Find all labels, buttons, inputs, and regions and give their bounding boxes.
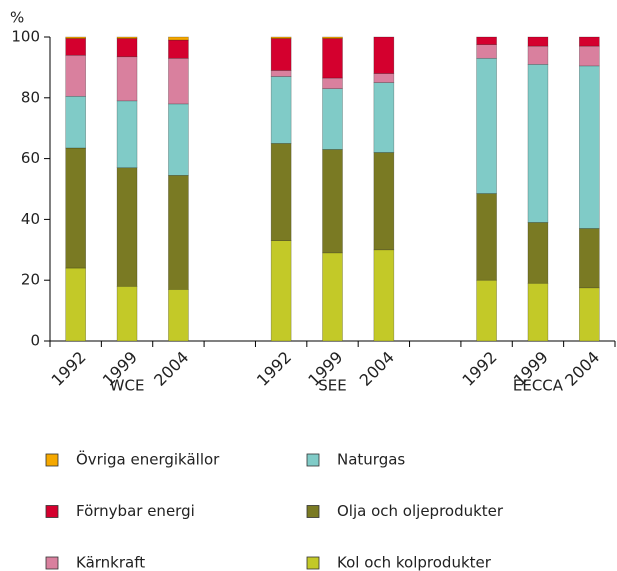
bar-segment xyxy=(579,45,600,67)
x-tick-label: 2004 xyxy=(356,348,398,390)
bar-segment xyxy=(116,36,138,39)
legend-label: Övriga energikällor xyxy=(76,450,220,469)
bar-segment xyxy=(322,252,343,342)
y-tick-label: 20 xyxy=(21,271,40,289)
y-tick-label: 60 xyxy=(21,149,40,167)
bar-segment xyxy=(116,56,138,102)
bar-segment xyxy=(116,100,138,169)
legend-swatch xyxy=(306,556,320,570)
y-tick-label: 40 xyxy=(21,210,40,228)
bar-segment xyxy=(527,45,549,65)
bar-segment xyxy=(270,76,292,144)
bar-segment xyxy=(65,267,86,342)
bar-segment xyxy=(65,36,86,39)
bar-segment xyxy=(579,65,600,229)
bar-segment xyxy=(373,73,395,83)
bar-segment xyxy=(373,36,395,74)
bar-segment xyxy=(579,36,600,47)
x-tick-label: 2004 xyxy=(150,348,192,390)
legend-swatch xyxy=(45,453,59,467)
legend-label: Naturgas xyxy=(337,451,405,469)
bar-segment xyxy=(65,54,86,97)
bar-segment xyxy=(270,240,292,342)
bar-segment xyxy=(65,38,86,56)
legend-label: Olja och oljeprodukter xyxy=(337,502,504,520)
y-axis-label: % xyxy=(10,9,24,27)
legend-label: Kol och kolprodukter xyxy=(337,554,492,571)
bar-segment xyxy=(270,38,292,71)
bar-segment xyxy=(322,77,343,89)
bar-segment xyxy=(322,88,343,150)
bar-segment xyxy=(579,287,600,342)
y-tick-label: 0 xyxy=(30,332,40,350)
x-tick-label: 2004 xyxy=(561,348,603,390)
bar-segment xyxy=(373,249,395,342)
bar-segment xyxy=(527,64,549,223)
bar-segment xyxy=(322,149,343,254)
bar-segment xyxy=(270,143,292,241)
bar-segment xyxy=(579,228,600,289)
x-tick-label: 1992 xyxy=(47,348,89,390)
bar-segment xyxy=(373,152,395,251)
bar-segment xyxy=(527,282,549,342)
group-label: EECCA xyxy=(513,377,564,395)
legend-swatch xyxy=(306,453,320,467)
y-tick-label: 80 xyxy=(21,88,40,106)
bar-segment xyxy=(116,285,138,342)
x-tick-label: 1992 xyxy=(458,348,500,390)
bar-segment xyxy=(476,36,497,45)
bar-segment xyxy=(476,279,497,342)
bar-segment xyxy=(322,38,343,79)
bar-segment xyxy=(116,38,138,58)
bar-segment xyxy=(168,103,189,176)
bar-segment xyxy=(116,167,138,287)
group-label: SEE xyxy=(318,377,346,395)
legend-label: Kärnkraft xyxy=(76,554,145,571)
bar-segment xyxy=(476,193,497,281)
bar-segment xyxy=(527,36,549,47)
legend-swatch xyxy=(45,505,59,518)
bar-segment xyxy=(527,222,549,284)
bar-segment xyxy=(270,36,292,39)
legend-swatch xyxy=(306,505,320,518)
bar-segment xyxy=(168,289,189,342)
bar-segment xyxy=(65,95,86,149)
y-tick-label: 100 xyxy=(11,28,40,46)
bar-segment xyxy=(373,82,395,153)
legend-label: Förnybar energi xyxy=(76,502,195,520)
bar-segment xyxy=(270,70,292,77)
bar-segment xyxy=(168,57,189,105)
bar-segment xyxy=(476,57,497,194)
bar-segment xyxy=(168,39,189,59)
bar-segment xyxy=(168,175,189,290)
bar-segment xyxy=(322,36,343,39)
legend-swatch xyxy=(45,556,59,570)
group-label: WCE xyxy=(110,377,145,395)
bar-segment xyxy=(168,36,189,41)
x-tick-label: 1992 xyxy=(253,348,295,390)
bar-segment xyxy=(65,147,86,269)
bar-segment xyxy=(476,44,497,59)
